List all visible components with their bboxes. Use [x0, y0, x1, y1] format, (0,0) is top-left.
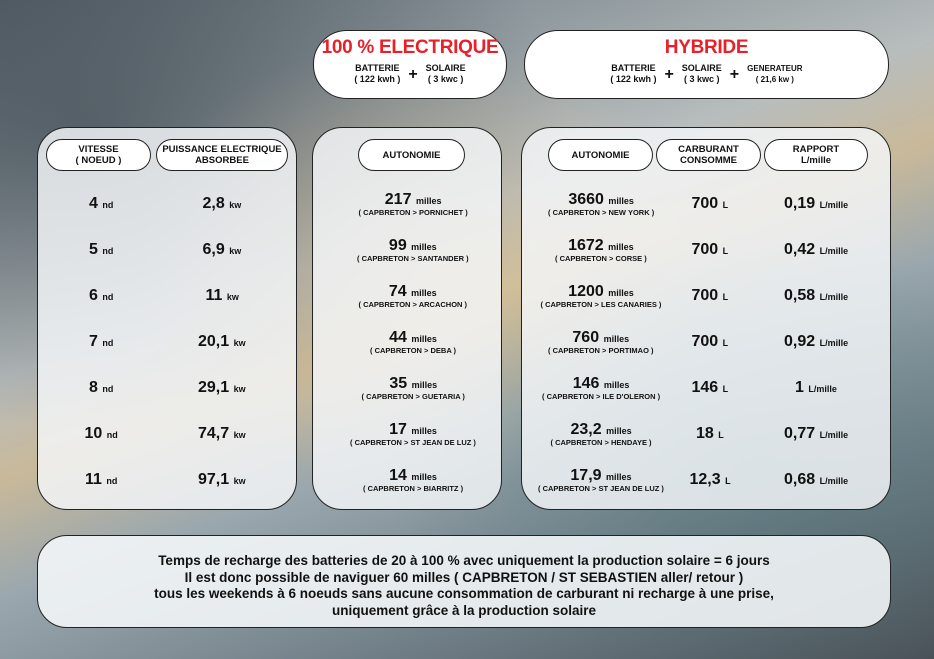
fuel-value: 700 L: [691, 241, 729, 258]
autonomy-value: 17 milles( CAPBRETON > ST JEAN DE LUZ ): [350, 421, 476, 447]
ratio-value: 0,92 L/mille: [784, 333, 849, 350]
fuel-value: 700 L: [691, 333, 729, 350]
autonomy-value: 74 milles( CAPBRETON > ARCACHON ): [358, 283, 468, 309]
power-value: 20,1 kw: [198, 333, 246, 350]
hybrid-autonomy-value: 3660 milles( CAPBRETON > NEW YORK ): [548, 191, 655, 217]
fuel-value: 700 L: [691, 195, 729, 212]
speed-value: 8 nd: [89, 379, 114, 396]
fuel-value: 18 L: [696, 425, 724, 442]
electric-title: 100 % ELECTRIQUE: [321, 37, 499, 58]
autonomy-value: 35 milles( CAPBRETON > GUETARIA ): [361, 375, 465, 401]
fuel-value: 146 L: [691, 379, 729, 396]
hybrid-panel: AUTONOMIE CARBURANT CONSOMME RAPPORT L/m…: [521, 127, 891, 510]
plus-sign: +: [664, 65, 674, 83]
plus-sign: +: [729, 65, 740, 83]
speed-value: 5 nd: [89, 241, 114, 258]
fuel-value: 700 L: [691, 287, 729, 304]
footer-note: Temps de recharge des batteries de 20 à …: [37, 535, 891, 628]
header-speed: VITESSE ( NOEUD ): [46, 139, 151, 171]
power-value: 29,1 kw: [198, 379, 246, 396]
generator-label: GENERATEUR: [747, 64, 803, 73]
ratio-value: 0,19 L/mille: [784, 195, 849, 212]
ratio-value: 0,42 L/mille: [784, 241, 849, 258]
ratio-value: 0,77 L/mille: [784, 425, 849, 442]
speed-value: 4 nd: [89, 195, 114, 212]
header-ratio: RAPPORT L/mille: [764, 139, 868, 171]
hybrid-autonomy-value: 23,2 milles( CAPBRETON > HENDAYE ): [550, 421, 652, 447]
hybrid-autonomy-value: 146 milles( CAPBRETON > ILE D'OLERON ): [542, 375, 661, 401]
plus-sign: +: [408, 65, 418, 83]
hybrid-autonomy-value: 1672 milles( CAPBRETON > CORSE ): [555, 237, 647, 263]
ratio-value: 1 L/mille: [795, 379, 837, 396]
hybrid-header: HYBRIDE BATTERIE( 122 kwh ) + SOLAIRE( 3…: [524, 30, 889, 99]
battery-value: ( 122 kwh ): [610, 74, 657, 84]
generator-value: ( 21,6 kw ): [755, 75, 794, 84]
power-value: 97,1 kw: [198, 471, 246, 488]
speed-value: 11 nd: [85, 471, 118, 488]
speed-power-panel: VITESSE ( NOEUD ) PUISSANCE ELECTRIQUE A…: [37, 127, 297, 510]
autonomy-value: 217 milles( CAPBRETON > PORNICHET ): [358, 191, 468, 217]
solar-value: ( 3 kwc ): [427, 74, 464, 84]
footer-line: Temps de recharge des batteries de 20 à …: [158, 553, 770, 568]
hybrid-title: HYBRIDE: [664, 37, 749, 58]
electric-autonomy-panel: AUTONOMIE 217 milles( CAPBRETON > PORNIC…: [312, 127, 502, 510]
solar-value: ( 3 kwc ): [684, 74, 720, 84]
battery-value: ( 122 kwh ): [354, 74, 401, 84]
header-power: PUISSANCE ELECTRIQUE ABSORBEE: [156, 139, 288, 171]
header-autonomy: AUTONOMIE: [548, 139, 653, 171]
footer-line: tous les weekends à 6 noeuds sans aucune…: [154, 586, 774, 601]
speed-value: 7 nd: [89, 333, 114, 350]
speed-value: 10 nd: [84, 425, 118, 442]
autonomy-value: 99 milles( CAPBRETON > SANTANDER ): [357, 237, 469, 263]
footer-line: uniquement grâce à la production solaire: [331, 602, 597, 618]
battery-label: BATTERIE: [355, 63, 400, 73]
electric-header: 100 % ELECTRIQUE BATTERIE( 122 kwh ) + S…: [313, 30, 507, 99]
power-value: 11 kw: [205, 287, 239, 304]
header-autonomy: AUTONOMIE: [358, 139, 465, 171]
hybrid-autonomy-value: 1200 milles( CAPBRETON > LES CANARIES ): [540, 283, 662, 309]
solar-label: SOLAIRE: [681, 63, 722, 73]
autonomy-value: 14 milles( CAPBRETON > BIARRITZ ): [363, 467, 464, 493]
ratio-value: 0,58 L/mille: [784, 287, 849, 304]
footer-line: Il est donc possible de naviguer 60 mill…: [184, 569, 744, 585]
power-value: 6,9 kw: [202, 241, 242, 258]
speed-value: 6 nd: [89, 287, 114, 304]
hybrid-autonomy-value: 760 milles( CAPBRETON > PORTIMAO ): [548, 329, 654, 355]
hybrid-autonomy-value: 17,9 milles( CAPBRETON > ST JEAN DE LUZ …: [538, 467, 664, 493]
power-value: 2,8 kw: [202, 195, 242, 212]
battery-label: BATTERIE: [611, 63, 656, 73]
ratio-value: 0,68 L/mille: [784, 471, 849, 488]
header-fuel: CARBURANT CONSOMME: [656, 139, 761, 171]
autonomy-value: 44 milles( CAPBRETON > DEBA ): [370, 329, 457, 355]
fuel-value: 12,3 L: [689, 471, 731, 488]
power-value: 74,7 kw: [198, 425, 246, 442]
solar-label: SOLAIRE: [425, 63, 466, 73]
